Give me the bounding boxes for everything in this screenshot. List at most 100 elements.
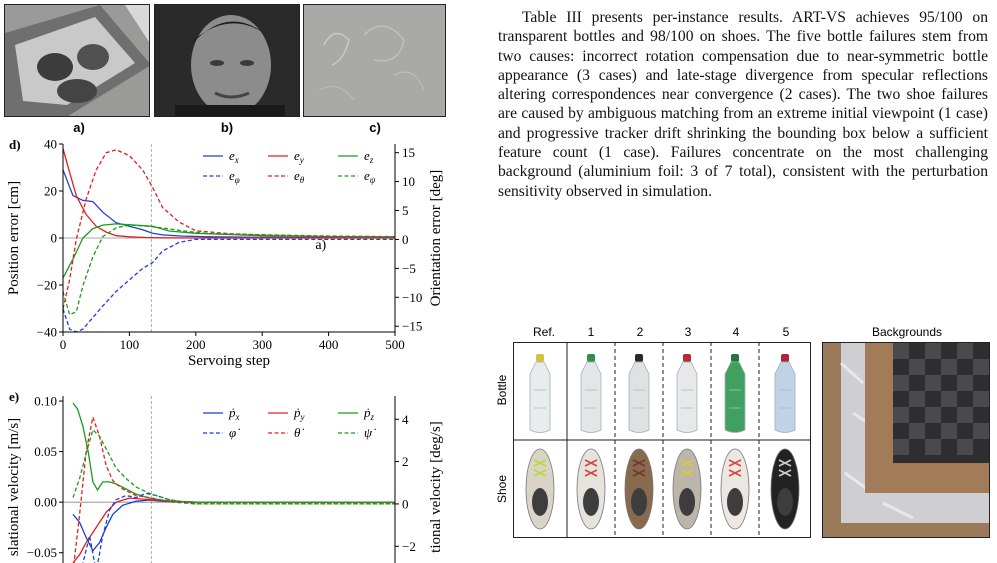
shoe-opening-0 [532,488,548,516]
bottle-0 [529,361,551,433]
series-psi_dot [72,428,395,505]
legend-label-theta_dot: θ̇ [294,425,304,440]
shoe-opening-2 [631,488,647,516]
y-right-axis-label: Orientation error [deg] [428,170,444,307]
series-theta_dot [73,414,395,563]
bottle-cap-5 [781,354,789,362]
bottle-cap-4 [731,354,739,362]
legend-label-psi_dot: ψ̇ [364,425,376,440]
col-header-3: 3 [684,325,692,339]
legend-label-e_x: ex [229,148,239,165]
series-e_phi [62,238,395,333]
shoe-laces-5 [778,459,792,477]
y-tick-label: 0.05 [34,444,57,459]
y-axis-label: slational velocity [m/s] [6,418,22,556]
y-tick-label: 0.10 [34,394,57,409]
y-tick-label: 40 [44,138,57,152]
bottle-4 [724,361,746,433]
y-right-tick-label: −5 [402,261,416,276]
photo-a [4,4,150,117]
results-paragraph: Table III presents per-instance results.… [498,9,988,200]
y-tick-label: −0.05 [27,545,57,560]
y-tick-label: 0.00 [34,495,57,510]
backgrounds-graphic [823,343,989,537]
shoe-laces-3 [680,459,694,477]
col-header-2: 2 [636,325,644,339]
bottle-cap-0 [536,354,544,362]
legend-label-e_phi: eφ [229,168,240,185]
series-e_theta [62,149,396,310]
bottle-5 [774,361,796,433]
y-right-tick-label: 10 [402,174,415,189]
y-tick-label: 0 [51,231,58,246]
y-tick-label: −40 [37,325,57,340]
col-header-1: 1 [587,325,595,339]
bottle-3 [676,361,698,433]
x-tick-label: 0 [60,337,67,352]
legend-label-p_z_dot: ṗz [363,405,375,422]
series-p_y_dot [72,497,395,563]
x-axis-label: Servoing step [188,353,270,369]
y-tick-label: −20 [37,278,57,293]
panel-b-label: b) [220,120,234,135]
series-e_y [62,148,395,239]
y-right-tick-label: −2 [402,539,416,554]
photo-c-graphic [304,5,445,116]
shoe-opening-3 [679,488,695,516]
bottle-cap-2 [635,354,643,362]
photo-c [303,4,446,117]
panel-c-label: c) [369,120,381,135]
series-e_z [62,223,396,279]
panel-label: d) [9,138,21,152]
bottle-1 [580,361,602,433]
velocity-chart: e) −0.05 0.00 0.05 0.10 −2 0 2 4 slational veloci… [6,389,444,563]
photo-b-graphic [155,5,299,116]
bottle-cap-3 [683,354,691,362]
dataset-figure: Ref. 1 2 3 4 5 Backgrounds Bottle Shoe [492,322,997,563]
photo-b [154,4,300,117]
legend-label-phi_dot: φ̇ [229,425,240,440]
bottle-cap-1 [587,354,595,362]
series-e_psi [62,224,396,316]
shoe-opening-1 [583,488,599,516]
objects-grid [513,342,811,538]
shoe-opening-4 [727,488,743,516]
photo-a-graphic [5,5,149,116]
x-tick-label: 500 [385,337,405,352]
col-header-ref: Ref. [532,325,555,339]
series-p_x_dot [72,499,395,552]
y-right-tick-label: 5 [402,203,409,218]
x-tick-label: 100 [120,337,140,352]
panel-label: e) [9,389,19,404]
legend-label-e_theta: eθ [294,168,305,185]
y-tick-label: 20 [44,184,57,199]
position-orientation-error-chart: d) −40 −20 0 20 40 −15 −10 −5 0 5 10 15 0 100 200 300 400… [6,138,444,369]
row-label-bottle: Bottle [495,374,509,406]
y-right-tick-label: 0 [402,496,409,511]
shoe-laces-0 [533,459,547,477]
legend-label-e_psi: eψ [364,168,376,185]
legend-label-e_z: ez [364,148,374,165]
y-right-axis-label: tional velocity [deg/s] [428,421,444,553]
shoe-laces-2 [632,459,646,477]
legend-label-p_y_dot: ṗy [293,405,305,422]
chart-annotation: a) [315,238,326,253]
x-tick-label: 200 [186,337,206,352]
y-right-tick-label: 4 [402,412,409,427]
y-right-tick-label: 15 [402,145,415,160]
bottle-2 [628,361,650,433]
y-axis-label: Position error [cm] [6,181,22,295]
backgrounds-header: Backgrounds [871,325,943,339]
shoe-laces-1 [584,459,598,477]
legend-label-e_y: ey [294,148,304,165]
x-tick-label: 400 [319,337,339,352]
shoe-laces-4 [728,459,742,477]
shoe-opening-5 [777,488,793,516]
panel-a-label: a) [73,120,85,135]
x-tick-label: 300 [252,337,272,352]
col-header-4: 4 [732,325,740,339]
backgrounds-photo [822,342,990,538]
y-right-tick-label: −10 [402,290,422,305]
y-right-tick-label: 2 [402,454,409,469]
col-header-5: 5 [782,325,790,339]
